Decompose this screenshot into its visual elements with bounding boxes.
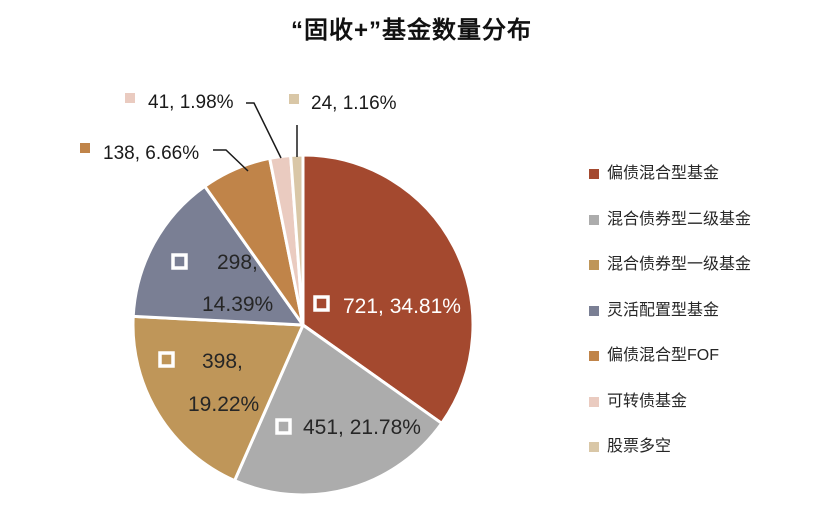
callout-swatch-icon: [80, 143, 90, 153]
callout-swatch-icon: [289, 94, 299, 104]
chart-title: “固收+”基金数量分布: [290, 17, 532, 44]
pie-slice-2: [131, 314, 305, 483]
callout-label: 138, 6.66%: [103, 143, 199, 164]
legend-swatch-icon: [589, 305, 599, 316]
slice-marker-icon: [275, 418, 292, 435]
legend: 偏债混合型基金 混合债券型二级基金 混合债券型一级基金 灵活配置型基金 偏债混合…: [589, 164, 751, 483]
legend-label: 偏债混合型基金: [607, 165, 720, 182]
legend-item-0: 偏债混合型基金: [589, 164, 751, 184]
slice-label: 451, 21.78%: [303, 416, 421, 439]
callout-swatch-icon: [125, 93, 135, 103]
legend-item-1: 混合债券型二级基金: [589, 210, 751, 230]
slice-marker-icon: [171, 253, 188, 270]
pie-slice-1: [233, 323, 444, 497]
legend-item-6: 股票多空: [589, 437, 751, 457]
legend-item-2: 混合债券型一级基金: [589, 255, 751, 275]
legend-item-3: 灵活配置型基金: [589, 301, 751, 321]
leader-line: [213, 149, 249, 172]
legend-label: 股票多空: [607, 438, 672, 455]
slice-label: 398,: [202, 350, 243, 373]
slice-label: 721, 34.81%: [343, 295, 461, 318]
legend-swatch-icon: [589, 214, 599, 225]
legend-swatch-icon: [589, 169, 599, 179]
slice-marker-icon: [313, 295, 330, 312]
legend-swatch-icon: [589, 260, 599, 270]
legend-swatch-icon: [589, 396, 599, 407]
slice-label: 19.22%: [188, 393, 259, 416]
callout-label: 41, 1.98%: [148, 92, 234, 113]
legend-label: 可转债基金: [607, 392, 688, 410]
legend-item-5: 可转债基金: [589, 392, 751, 412]
legend-swatch-icon: [589, 442, 599, 452]
leader-line: [246, 102, 282, 159]
slice-marker-icon: [158, 351, 175, 368]
legend-swatch-icon: [589, 351, 599, 361]
callout-label: 24, 1.16%: [311, 93, 397, 114]
pie-slice-0: [301, 153, 475, 425]
legend-label: 偏债混合型FOF: [607, 347, 719, 364]
slice-label: 298,: [217, 251, 258, 274]
pie-slice-3: [131, 184, 305, 327]
legend-label: 混合债券型一级基金: [607, 256, 752, 273]
slice-label: 14.39%: [202, 293, 273, 316]
legend-label: 混合债券型二级基金: [607, 210, 752, 228]
legend-item-4: 偏债混合型FOF: [589, 346, 751, 366]
legend-label: 灵活配置型基金: [607, 301, 720, 319]
